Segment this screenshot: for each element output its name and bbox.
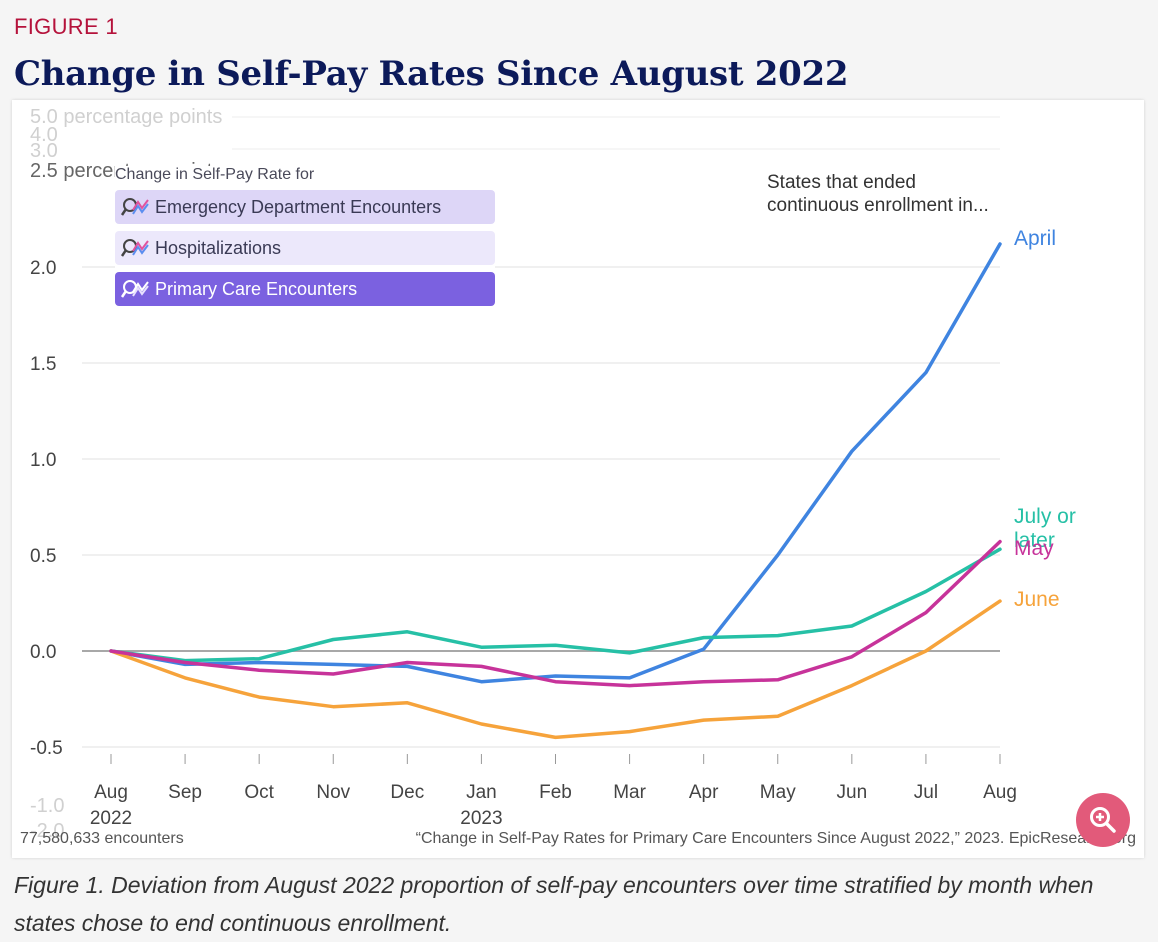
legend-item-label: Emergency Department Encounters — [155, 196, 442, 217]
ghost-axis-label: -2.0 — [30, 820, 64, 842]
legend-title: Change in Self-Pay Rate for — [115, 166, 315, 183]
citation: “Change in Self-Pay Rates for Primary Ca… — [415, 830, 1136, 847]
x-tick-label: Apr — [689, 782, 719, 803]
series-line-may — [109, 539, 1002, 688]
series-end-label: April — [1014, 227, 1056, 250]
ghost-axis-label: 5.0 percentage points — [30, 106, 222, 128]
legend-item-primary-care[interactable]: Primary Care Encounters — [115, 272, 495, 306]
series-end-label: later — [1014, 529, 1055, 552]
x-tick-label: Dec — [390, 782, 424, 803]
x-tick-label: Jan — [466, 782, 497, 803]
x-tick-label: Aug — [983, 782, 1017, 803]
legend-item-label: Primary Care Encounters — [155, 278, 358, 299]
figure-label: FIGURE 1 — [14, 14, 118, 39]
series-line-april — [109, 242, 1002, 684]
figure-caption: Figure 1. Deviation from August 2022 pro… — [14, 872, 1094, 936]
x-tick-sublabel: 2023 — [460, 808, 502, 829]
annotation-text: States that ended — [767, 172, 916, 193]
y-tick-label: 0.0 — [30, 642, 56, 663]
y-tick-label: 2.0 — [30, 258, 56, 279]
series-end-label: July or — [1014, 505, 1076, 528]
x-tick-label: Nov — [316, 782, 350, 803]
annotation-text: continuous enrollment in... — [767, 195, 989, 216]
series-line-july-or-later — [109, 547, 1002, 663]
x-tick-label: Aug — [94, 782, 128, 803]
x-tick-label: Sep — [168, 782, 202, 803]
x-tick-label: Jul — [914, 782, 938, 803]
magnify-chart-icon — [115, 190, 155, 224]
y-tick-label: -0.5 — [30, 738, 63, 759]
legend: Change in Self-Pay Rate for Emergency De… — [115, 166, 495, 313]
ghost-axis-label: -1.0 — [30, 795, 64, 817]
zoom-button[interactable] — [1076, 793, 1130, 847]
y-tick-label: 0.5 — [30, 546, 56, 567]
magnify-chart-icon — [115, 272, 155, 306]
series-end-label: May — [1014, 537, 1054, 560]
x-tick-label: Oct — [244, 782, 274, 803]
y-tick-label: 1.5 — [30, 354, 56, 375]
zoom-in-icon — [1090, 807, 1116, 833]
ghost-axis-label: 4.0 — [30, 124, 58, 146]
y-tick-label: 1.0 — [30, 450, 56, 471]
x-tick-label: Mar — [613, 782, 646, 803]
chart-card: 5.0 percentage points 4.0 3.0 2.5 percentag… — [12, 100, 1144, 858]
x-tick-sublabel: 2022 — [90, 808, 132, 829]
magnify-chart-icon — [115, 231, 155, 265]
legend-item-hospitalizations[interactable]: Hospitalizations — [115, 231, 495, 265]
series-line-june — [109, 599, 1002, 740]
figure-title: Change in Self-Pay Rates Since August 20… — [14, 54, 849, 94]
x-tick-label: May — [760, 782, 796, 803]
legend-item-emergency[interactable]: Emergency Department Encounters — [115, 190, 495, 224]
series-end-label: June — [1014, 588, 1060, 611]
x-tick-label: Jun — [837, 782, 868, 803]
legend-item-label: Hospitalizations — [155, 237, 282, 258]
encounter-count: 77,580,633 encounters — [20, 830, 184, 847]
ghost-axis-label: 3.0 — [30, 140, 58, 162]
x-tick-label: Feb — [539, 782, 572, 803]
